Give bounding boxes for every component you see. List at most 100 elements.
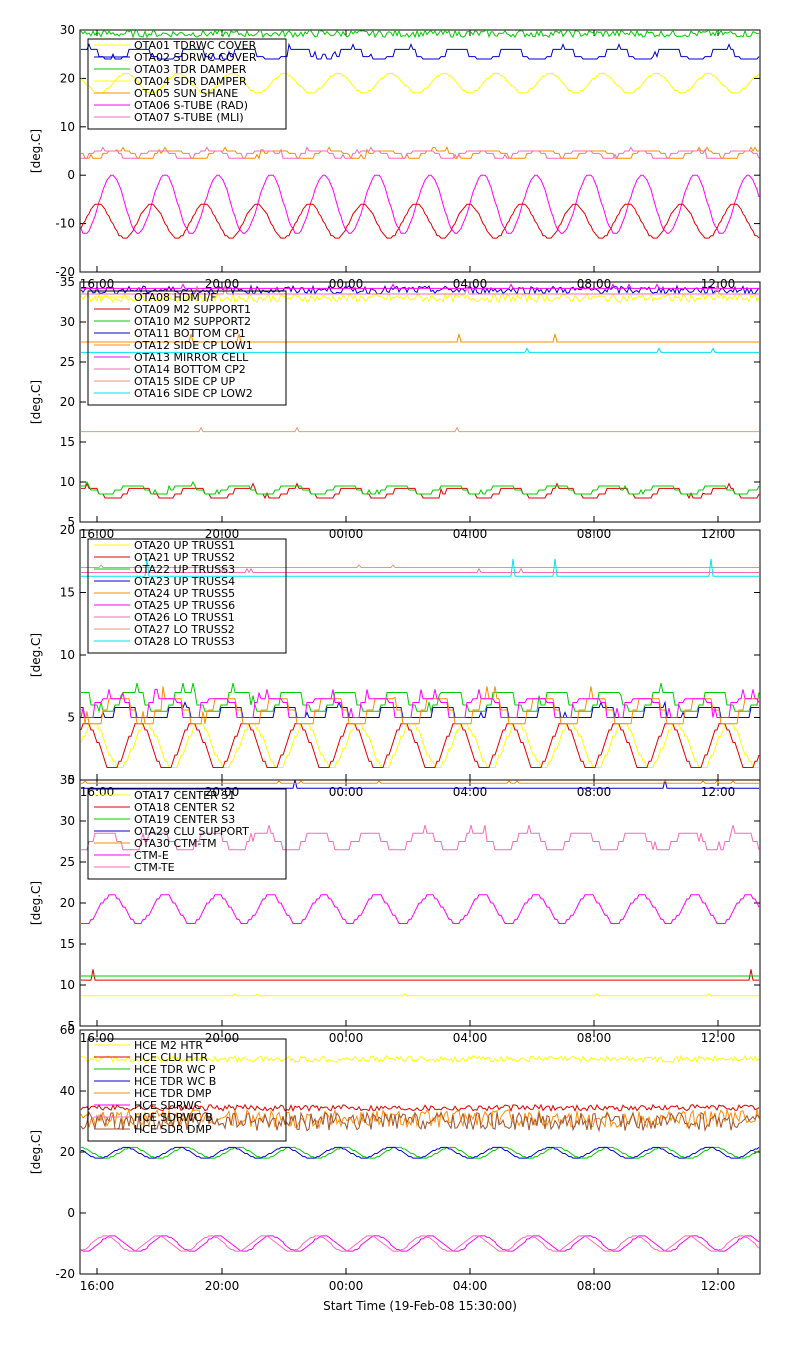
series-line: [81, 333, 759, 343]
series-line: [81, 993, 759, 997]
y-tick-label: 40: [60, 1084, 75, 1098]
x-tick-label: 04:00: [453, 1031, 488, 1045]
y-axis-label: [deg.C]: [29, 129, 43, 173]
legend-entry: OTA19 CENTER S3: [134, 813, 235, 826]
legend-entry: OTA02 SDRWC COVER: [134, 51, 257, 64]
y-tick-label: 20: [60, 523, 75, 537]
series-line: [80, 30, 760, 39]
series-line: [81, 682, 760, 714]
legend-entry: OTA07 S-TUBE (MLI): [134, 111, 244, 124]
y-tick-label: 35: [60, 275, 75, 289]
legend-entry: OTA25 UP TRUSS6: [134, 599, 235, 612]
legend-entry: OTA08 HDM I/F: [134, 291, 217, 304]
legend-entry: OTA16 SIDE CP LOW2: [134, 387, 253, 400]
legend-box: [87, 538, 287, 654]
y-tick-label: 30: [60, 814, 75, 828]
legend-entry: OTA26 LO TRUSS1: [134, 611, 235, 624]
series-line: [81, 285, 759, 295]
legend-entry: OTA13 MIRROR CELL: [134, 351, 249, 364]
legend-entry: OTA06 S-TUBE (RAD): [134, 99, 248, 112]
y-tick-label: 5: [67, 711, 75, 725]
legend-entry: OTA01 TDRWC COVER: [134, 39, 257, 52]
legend-entry: OTA03 TDR DAMPER: [134, 63, 247, 76]
legend-entry: OTA24 UP TRUSS5: [134, 587, 235, 600]
legend-entry: HCE SDRWC B: [134, 1111, 213, 1124]
y-tick-label: 25: [60, 355, 75, 369]
y-axis-label: [deg.C]: [29, 1130, 43, 1174]
legend-box: [87, 38, 287, 130]
y-tick-label: 30: [60, 315, 75, 329]
legend-entry: OTA14 BOTTOM CP2: [134, 363, 246, 376]
legend-entry: OTA04 SDR DAMPER: [134, 75, 247, 88]
y-tick-label: 15: [60, 435, 75, 449]
legend-entry: HCE SDRWC: [134, 1099, 202, 1112]
legend-entry: OTA27 LO TRUSS2: [134, 623, 235, 636]
y-tick-label: 0: [67, 168, 75, 182]
x-tick-label: 00:00: [329, 1031, 364, 1045]
series-line: [81, 686, 759, 725]
y-tick-label: 0: [67, 773, 75, 787]
series-line: [81, 780, 759, 784]
y-tick-label: 60: [60, 1023, 75, 1037]
chart-panel-5: -20 0 20 40 60 [deg.C] 16:00 20:00 00:00 04:00 08:…: [29, 1023, 761, 1313]
series-line: [81, 558, 759, 577]
y-tick-label: -10: [55, 217, 75, 231]
y-tick-label: -20: [55, 1267, 75, 1281]
series-line: [80, 292, 760, 304]
y-tick-label: 20: [60, 896, 75, 910]
series-line: [81, 894, 760, 924]
x-tick-label: 16:00: [80, 785, 115, 799]
series-line: [81, 283, 759, 289]
y-axis-label: [deg.C]: [29, 633, 43, 677]
x-tick-label: 04:00: [453, 1279, 488, 1293]
legend-entry: OTA21 UP TRUSS2: [134, 551, 235, 564]
legend-entry: OTA05 SUN SHANE: [134, 87, 238, 100]
x-tick-label: 00:00: [329, 1279, 364, 1293]
legend-entry: OTA10 M2 SUPPORT2: [134, 315, 251, 328]
series-line: [81, 480, 760, 496]
y-tick-label: 25: [60, 855, 75, 869]
legend-box: [87, 290, 287, 406]
legend-entry: OTA22 UP TRUSS3: [134, 563, 235, 576]
legend-entry: CTM-TE: [134, 861, 175, 874]
x-tick-label: 08:00: [577, 1031, 612, 1045]
legend-entry: OTA28 LO TRUSS3: [134, 635, 235, 648]
x-tick-label: 08:00: [577, 1279, 612, 1293]
x-tick-label: 12:00: [701, 1031, 736, 1045]
legend-entry: OTA30 CTM-TM: [134, 837, 217, 850]
series-line: [81, 780, 759, 789]
y-tick-label: 5: [67, 1019, 75, 1033]
y-tick-label: 20: [60, 71, 75, 85]
legend-entry: CTM-E: [134, 849, 169, 862]
legend-entry: HCE CLU HTR: [134, 1051, 208, 1064]
y-axis-label: [deg.C]: [29, 380, 43, 424]
y-tick-label: 20: [60, 1145, 75, 1159]
series-line: [80, 1108, 760, 1130]
series-line: [81, 564, 759, 568]
series-line: [81, 347, 759, 353]
series-line: [81, 146, 760, 160]
y-tick-label: 20: [60, 395, 75, 409]
legend-entry: OTA29 CLU SUPPORT: [134, 825, 249, 838]
legend-entry: OTA18 CENTER S2: [134, 801, 235, 814]
series-line: [80, 1110, 760, 1133]
series-line: [80, 688, 760, 718]
legend-entry: OTA11 BOTTOM CP1: [134, 327, 246, 340]
series-line: [81, 426, 759, 433]
legend-box: [87, 788, 287, 880]
x-tick-label: 00:00: [329, 785, 364, 799]
plot-frame: [79, 29, 761, 273]
y-tick-label: 35: [60, 773, 75, 787]
y-tick-label: 0: [67, 1206, 75, 1220]
y-tick-label: 10: [60, 475, 75, 489]
series-line: [80, 1054, 760, 1064]
series-line: [81, 1146, 760, 1159]
x-tick-label: 04:00: [453, 785, 488, 799]
y-tick-label: 15: [60, 586, 75, 600]
series-line: [81, 969, 759, 981]
legend-entry: OTA20 UP TRUSS1: [134, 539, 235, 552]
legend-entry: OTA17 CENTER S1: [134, 789, 235, 802]
